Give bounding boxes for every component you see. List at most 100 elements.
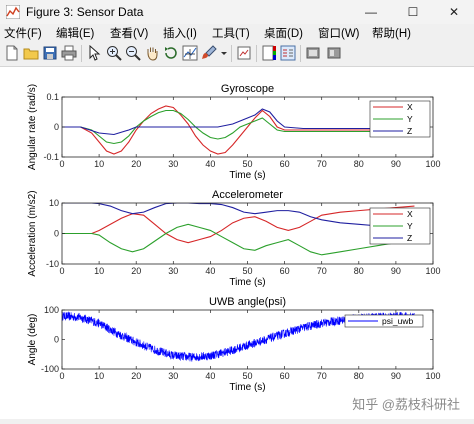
series-line-Y	[62, 223, 415, 256]
x-tick-label: 20	[131, 159, 141, 169]
save-icon[interactable]	[42, 45, 58, 61]
y-axis-label: Angular rate (rad/s)	[27, 84, 38, 170]
x-tick-label: 10	[94, 266, 104, 276]
hide-plot-tools-icon[interactable]	[305, 45, 321, 61]
pan-hand-icon[interactable]	[144, 45, 160, 61]
chart-title: UWB angle(psi)	[209, 296, 286, 308]
y-tick-label: -100	[41, 364, 59, 374]
brush-dropdown-icon[interactable]	[220, 45, 228, 61]
link-plot-icon[interactable]	[236, 45, 252, 61]
x-tick-label: 50	[242, 159, 252, 169]
x-tick-label: 10	[94, 159, 104, 169]
x-tick-label: 60	[280, 266, 290, 276]
rotate-3d-icon[interactable]	[163, 45, 179, 61]
menu-desktop[interactable]: 桌面(D)	[264, 28, 303, 40]
menu-tools[interactable]: 工具(T)	[212, 28, 250, 40]
legend-label: X	[407, 102, 413, 112]
legend-icon[interactable]	[280, 45, 296, 61]
minimize-button[interactable]: —	[351, 0, 391, 24]
menu-help[interactable]: 帮助(H)	[372, 28, 411, 40]
x-tick-label: 30	[168, 371, 178, 381]
zoom-in-icon[interactable]	[106, 45, 122, 61]
legend-label: X	[407, 209, 413, 219]
window-titlebar: Figure 3: Sensor Data — ☐ ✕	[0, 0, 474, 24]
new-file-icon[interactable]	[4, 45, 20, 61]
brush-icon[interactable]	[201, 45, 217, 61]
x-tick-label: 100	[425, 266, 440, 276]
minimize-icon: —	[365, 5, 377, 19]
x-tick-label: 20	[131, 371, 141, 381]
x-tick-label: 70	[317, 371, 327, 381]
x-tick-label: 10	[94, 371, 104, 381]
data-cursor-icon[interactable]	[182, 45, 198, 61]
legend: XYZ	[369, 100, 431, 138]
series-line-Z	[62, 203, 415, 228]
series-line-X	[62, 105, 415, 155]
legend-label: Z	[407, 126, 412, 136]
y-tick-label: 100	[44, 305, 59, 315]
figure-toolbar	[0, 41, 474, 67]
toolbar-separator	[300, 45, 301, 62]
legend-label: Y	[407, 114, 413, 124]
y-tick-label: 0	[54, 229, 59, 239]
x-tick-label: 60	[280, 159, 290, 169]
x-tick-label: 90	[391, 159, 401, 169]
y-tick-label: 0	[54, 122, 59, 132]
pointer-icon[interactable]	[86, 45, 102, 61]
y-axis-label: Acceleration (m/s2)	[27, 190, 38, 276]
x-tick-label: 40	[205, 266, 215, 276]
x-tick-label: 50	[242, 266, 252, 276]
legend-label: psi_uwb	[382, 316, 413, 326]
y-tick-label: 0.1	[46, 92, 59, 102]
x-tick-label: 50	[242, 371, 252, 381]
maximize-icon: ☐	[407, 5, 419, 19]
menu-file[interactable]: 文件(F)	[4, 28, 42, 40]
legend-label: Z	[407, 233, 412, 243]
legend-label: Y	[407, 221, 413, 231]
y-axis-label: Angle (deg)	[27, 314, 38, 366]
maximize-button[interactable]: ☐	[393, 0, 433, 24]
matlab-figure-icon	[6, 5, 20, 19]
x-axis-label: Time (s)	[229, 170, 265, 181]
x-tick-label: 30	[168, 159, 178, 169]
x-axis-label: Time (s)	[229, 382, 265, 393]
x-tick-label: 60	[280, 371, 290, 381]
figure-canvas[interactable]: Gyroscope 0 10 20 30 40 50 60 70 80 90 100 -0.1 0 0.1 T…	[0, 67, 474, 419]
toolbar-separator	[256, 45, 257, 62]
open-folder-icon[interactable]	[23, 45, 39, 61]
close-icon: ✕	[448, 5, 460, 19]
print-icon[interactable]	[61, 45, 77, 61]
zoom-out-icon[interactable]	[125, 45, 141, 61]
chart-title: Accelerometer	[212, 189, 283, 201]
legend: psi_uwb	[344, 314, 424, 328]
x-tick-label: 70	[317, 159, 327, 169]
menu-insert[interactable]: 插入(I)	[163, 28, 197, 40]
chart-title: Gyroscope	[221, 83, 274, 95]
x-tick-label: 100	[425, 371, 440, 381]
legend: XYZ	[369, 207, 431, 245]
x-tick-label: 0	[59, 371, 64, 381]
y-tick-label: 0	[54, 335, 59, 345]
show-plot-tools-icon[interactable]	[326, 45, 342, 61]
x-tick-label: 70	[317, 266, 327, 276]
x-tick-label: 20	[131, 266, 141, 276]
colorbar-icon[interactable]	[261, 45, 277, 61]
x-tick-label: 90	[391, 371, 401, 381]
x-tick-label: 40	[205, 371, 215, 381]
menu-edit[interactable]: 编辑(E)	[56, 28, 95, 40]
close-button[interactable]: ✕	[434, 0, 474, 24]
series-line-X	[62, 205, 415, 244]
x-tick-label: 0	[59, 159, 64, 169]
x-tick-label: 90	[391, 266, 401, 276]
menu-view[interactable]: 查看(V)	[110, 28, 149, 40]
x-axis-label: Time (s)	[229, 277, 265, 288]
window-title: Figure 3: Sensor Data	[26, 5, 144, 19]
menu-bar: 文件(F) 编辑(E) 查看(V) 插入(I) 工具(T) 桌面(D) 窗口(W…	[0, 24, 474, 41]
watermark: 知乎 @荔枝科研社	[352, 397, 460, 412]
menu-window[interactable]: 窗口(W)	[318, 28, 360, 40]
y-tick-label: -0.1	[43, 152, 59, 162]
x-tick-label: 0	[59, 266, 64, 276]
